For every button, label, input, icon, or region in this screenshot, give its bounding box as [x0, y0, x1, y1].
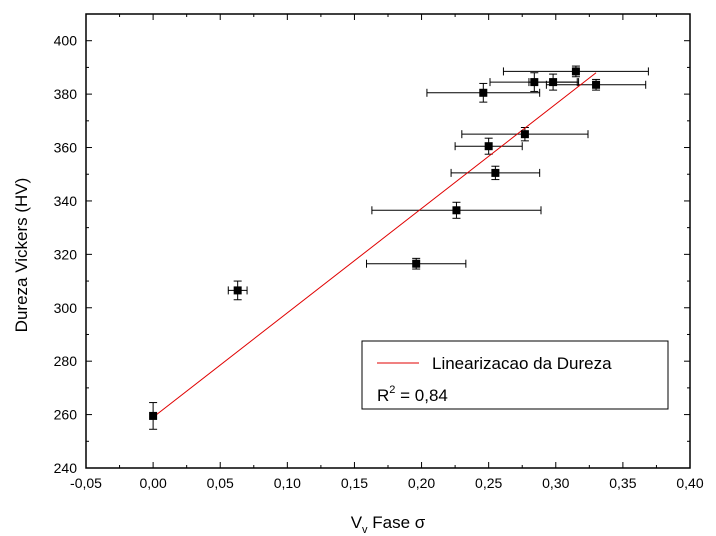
- data-point: [530, 78, 539, 87]
- legend-box: [361, 340, 669, 410]
- markers: [149, 67, 601, 420]
- x-tick-label: 0,00: [139, 475, 166, 491]
- r-value: = 0,84: [395, 386, 447, 405]
- x-tick-label: 0,30: [542, 475, 569, 491]
- y-tick-label: 300: [54, 300, 78, 316]
- y-tick-label: 280: [54, 353, 78, 369]
- x-tick-label: 0,25: [475, 475, 502, 491]
- data-point: [592, 80, 601, 89]
- x-axis-ticks: -0,05 0,00 0,05 0,10 0,15 0,20 0,25 0,30 0,35 0,4…: [70, 14, 704, 491]
- fit-line: [152, 72, 597, 418]
- y-tick-label: 380: [54, 86, 78, 102]
- x-tick-label: 0,10: [274, 475, 301, 491]
- x-tick-label: 0,05: [207, 475, 234, 491]
- y-tick-label: 360: [54, 140, 78, 156]
- data-point: [484, 142, 493, 151]
- data-point: [491, 168, 500, 177]
- r-label: R: [377, 386, 389, 405]
- y-axis-title: Dureza Vickers (HV): [12, 178, 31, 333]
- x-tick-label: 0,15: [341, 475, 368, 491]
- r-sup: 2: [389, 384, 395, 396]
- x-tick-label: 0,35: [609, 475, 636, 491]
- data-point: [479, 88, 488, 97]
- y-axis-ticks: 240 260 280 300 320 340 360 380 400: [54, 13, 690, 476]
- data-point: [233, 286, 242, 295]
- y-tick-label: 400: [54, 33, 78, 49]
- x-axis-title-sub: v: [362, 524, 368, 536]
- legend: Linearizacao da Dureza R2 = 0,84: [361, 340, 669, 410]
- data-point: [412, 259, 421, 268]
- y-tick-label: 260: [54, 407, 78, 423]
- x-axis-title-main: V: [351, 513, 363, 532]
- x-tick-label: -0,05: [70, 475, 102, 491]
- y-tick-label: 340: [54, 193, 78, 209]
- y-tick-label: 240: [54, 460, 78, 476]
- legend-fit-label: Linearizacao da Dureza: [432, 354, 612, 373]
- r-squared-annotation: R2 = 0,84: [377, 384, 448, 405]
- data-point: [149, 411, 158, 420]
- x-tick-label: 0,20: [408, 475, 435, 491]
- x-axis-title: Vv Fase σ: [351, 513, 426, 536]
- x-tick-label: 0,40: [676, 475, 703, 491]
- data-point: [549, 78, 558, 87]
- x-axis-title-rest: Fase σ: [368, 513, 426, 532]
- fit-line-layer: [152, 72, 597, 418]
- y-tick-label: 320: [54, 246, 78, 262]
- data-point: [452, 206, 461, 215]
- data-point: [571, 67, 580, 76]
- data-point: [520, 130, 529, 139]
